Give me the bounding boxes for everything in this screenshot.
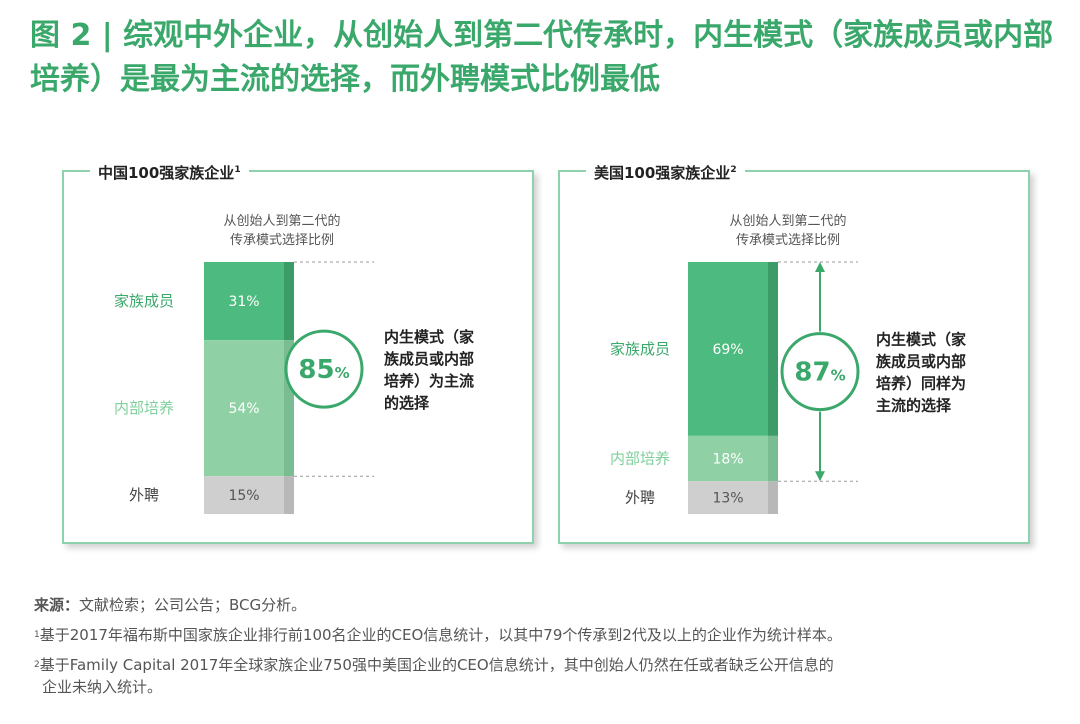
annotation-line: 培养）为主流: [384, 372, 474, 390]
highlight-number: 85: [298, 355, 334, 385]
source-text: 文献检索；公司公告；BCG分析。: [79, 596, 307, 614]
category-label: 家族成员: [610, 340, 670, 358]
source-note: 来源：文献检索；公司公告；BCG分析。: [34, 594, 1064, 616]
highlight-circle: [780, 332, 860, 412]
bar-segment-shade: [284, 262, 294, 341]
bar-segment: [204, 340, 294, 477]
source-label: 来源：: [34, 596, 80, 614]
page-title: 图 2 | 综观中外企业，从创始人到第二代传承时，内生模式（家族成员或内部培养）…: [30, 18, 1054, 97]
subtitle-line-2: 传承模式选择比例: [735, 233, 840, 248]
chart-subtitle: 从创始人到第二代的 传承模式选择比例: [182, 212, 382, 250]
footnote-2-text: 基于Family Capital 2017年全球家族企业750强中美国企业的CE…: [39, 656, 834, 674]
annotation-line: 培养）同样为: [876, 375, 966, 393]
chart-panel-usa: 美国100强家族企业2 从创始人到第二代的 传承模式选择比例 69% 家族成员 18…: [558, 159, 1030, 544]
bar-segment: [688, 481, 778, 514]
data-label: 54%: [228, 401, 259, 417]
chart-panel-china: 中国100强家族企业1 从创始人到第二代的 传承模式选择比例 31% 家族成员 54…: [62, 159, 534, 544]
footnote-2: 2基于Family Capital 2017年全球家族企业750强中美国企业的C…: [34, 654, 1064, 698]
stacked-bar-chart-usa: 69% 家族成员 18% 内部培养 13% 外聘 87% 内生模式（家族成员或内部培养）同样为…: [610, 261, 966, 514]
annotation-line: 族成员或内部: [876, 353, 966, 371]
panel-title-text: 中国100强家族企业: [98, 164, 235, 182]
category-label: 外聘: [129, 486, 159, 504]
data-label: 15%: [228, 488, 259, 504]
arrow-up-icon: [815, 262, 825, 272]
annotation-line: 内生模式（家: [384, 328, 474, 346]
bar-segment: [688, 435, 778, 482]
stacked-bar-chart-china: 31% 家族成员 54% 内部培养 15% 外聘 85% 内生模式（家族成员或内部培养）为主流…: [114, 261, 474, 514]
highlight-value: 85%: [298, 355, 349, 385]
footnote-1: 1基于2017年福布斯中国家族企业排行前100名企业的CEO信息统计，以其中79…: [34, 624, 1064, 646]
annotation-line: 主流的选择: [876, 397, 952, 415]
data-label: 13%: [712, 491, 743, 507]
highlight-value: 87%: [794, 358, 845, 388]
panel-title-footnote-ref: 1: [234, 165, 241, 175]
arrow-down-icon: [815, 471, 825, 482]
bar-segment: [204, 262, 294, 341]
data-label: 18%: [712, 452, 743, 468]
bar-segment: [688, 262, 778, 436]
annotation-line: 的选择: [384, 394, 430, 412]
subtitle-line-1: 从创始人到第二代的: [223, 214, 341, 229]
subtitle-line-2: 传承模式选择比例: [229, 233, 334, 248]
data-label: 31%: [228, 294, 259, 310]
panel-title-footnote-ref: 2: [730, 165, 737, 175]
panel-title-usa: 美国100强家族企业2: [586, 159, 745, 184]
annotation-line: 内生模式（家: [876, 331, 966, 349]
highlight-circle: [284, 329, 364, 409]
data-label: 69%: [712, 342, 743, 358]
footnote-2-text-cont: 企业未纳入统计。: [42, 678, 163, 696]
footnote-2-marker: 2: [34, 660, 40, 670]
chart-subtitle: 从创始人到第二代的 传承模式选择比例: [688, 212, 888, 250]
footnote-1-text: 基于2017年福布斯中国家族企业排行前100名企业的CEO信息统计，以其中79个…: [39, 626, 842, 644]
highlight-unit: %: [831, 367, 846, 385]
bar-segment: [204, 476, 294, 514]
footnotes: 来源：文献检索；公司公告；BCG分析。 1基于2017年福布斯中国家族企业排行前…: [34, 594, 1064, 706]
annotation-line: 族成员或内部: [384, 350, 474, 368]
bar-segment-shade: [768, 481, 778, 514]
footnote-1-marker: 1: [34, 630, 40, 640]
highlight-number: 87: [794, 358, 830, 388]
panel-title-text: 美国100强家族企业: [594, 164, 731, 182]
category-label: 内部培养: [114, 399, 174, 417]
category-label: 内部培养: [610, 450, 670, 468]
highlight-unit: %: [335, 364, 350, 382]
panel-title-china: 中国100强家族企业1: [90, 159, 249, 184]
bar-segment-shade: [768, 435, 778, 482]
subtitle-line-1: 从创始人到第二代的: [729, 214, 847, 229]
bar-segment-shade: [284, 476, 294, 514]
category-label: 外聘: [625, 489, 655, 507]
bar-segment-shade: [284, 340, 294, 477]
bar-segment-shade: [768, 262, 778, 436]
category-label: 家族成员: [114, 292, 174, 310]
